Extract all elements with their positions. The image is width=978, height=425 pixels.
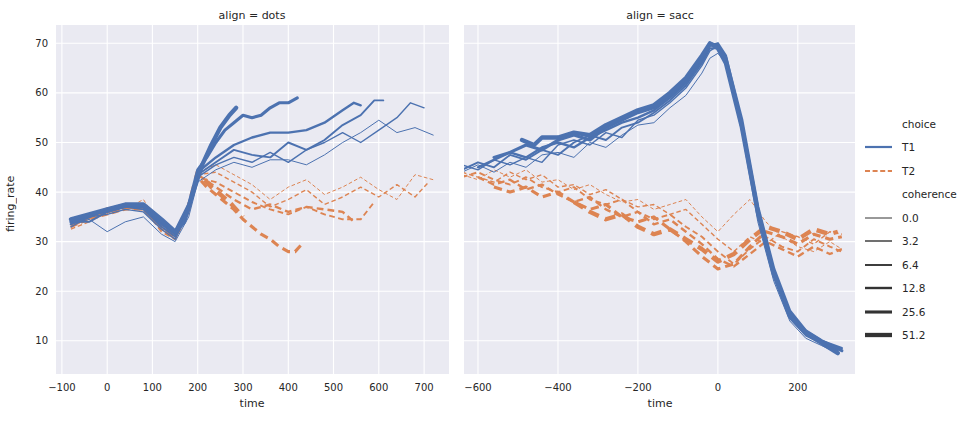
legend-item-label: 6.4 (902, 259, 919, 271)
x-tick-label: 600 (369, 382, 388, 393)
legend-item-label: T1 (902, 141, 915, 153)
legend-line-sample (864, 283, 893, 293)
y-tick-label: 70 (0, 37, 48, 50)
legend-item-coherence-6.4: 6.4 (864, 253, 976, 277)
y-tick-label: 50 (0, 136, 48, 149)
y-tick-label: 30 (0, 235, 48, 248)
legend-choice-items: T1 T2 (864, 136, 976, 183)
x-tick-label: −100 (48, 382, 75, 393)
legend-title-coherence: coherence (864, 183, 976, 207)
plot-background (56, 25, 449, 374)
x-tick-label: 500 (324, 382, 343, 393)
legend-line-sample (864, 166, 893, 176)
x-tick-label: 200 (788, 382, 807, 393)
figure: align = dots align = sacc firing_rate ti… (0, 0, 978, 425)
legend-line-sample (864, 213, 893, 223)
legend: choice T1 T2 coherence 0.0 3.2 6.4 12.8 25.6 5… (864, 112, 976, 347)
legend-item-coherence-12.8: 12.8 (864, 277, 976, 301)
legend-item-coherence-0.0: 0.0 (864, 206, 976, 230)
legend-coherence-items: 0.0 3.2 6.4 12.8 25.6 51.2 (864, 206, 976, 347)
x-tick-label: 200 (188, 382, 207, 393)
facet-title-sacc: align = sacc (626, 9, 694, 22)
legend-item-label: 51.2 (902, 329, 925, 341)
legend-item-label: 12.8 (902, 282, 925, 294)
y-tick-label: 40 (0, 186, 48, 199)
y-tick-label: 20 (0, 285, 48, 298)
legend-item-label: 25.6 (902, 306, 925, 318)
x-tick-label: −200 (624, 382, 651, 393)
legend-line-sample (864, 330, 893, 340)
x-tick-label: 0 (104, 382, 110, 393)
x-axis-label-dots: time (240, 397, 265, 410)
plot-area-sacc (464, 25, 855, 374)
legend-line-sample (864, 236, 893, 246)
legend-line-sample (864, 307, 893, 317)
legend-line-sample (864, 260, 893, 270)
x-tick-label: −600 (464, 382, 491, 393)
y-tick-label: 10 (0, 334, 48, 347)
x-tick-label: 300 (233, 382, 252, 393)
x-tick-label: 100 (143, 382, 162, 393)
legend-item-choice-t1: T1 (864, 136, 976, 160)
legend-title-choice: choice (864, 112, 976, 136)
x-tick-label: 400 (279, 382, 298, 393)
legend-item-choice-t2: T2 (864, 159, 976, 183)
x-tick-label: 0 (715, 382, 721, 393)
facet-title-dots: align = dots (219, 9, 286, 22)
plot-area-dots (56, 25, 449, 374)
x-axis-label-sacc: time (648, 397, 673, 410)
legend-item-label: T2 (902, 165, 915, 177)
legend-item-label: 3.2 (902, 235, 919, 247)
x-tick-label: 700 (415, 382, 434, 393)
x-tick-label: −400 (544, 382, 571, 393)
y-tick-label: 60 (0, 86, 48, 99)
legend-item-coherence-51.2: 51.2 (864, 324, 976, 348)
legend-line-sample (864, 142, 893, 152)
legend-item-coherence-25.6: 25.6 (864, 300, 976, 324)
legend-item-label: 0.0 (902, 212, 919, 224)
legend-item-coherence-3.2: 3.2 (864, 230, 976, 254)
